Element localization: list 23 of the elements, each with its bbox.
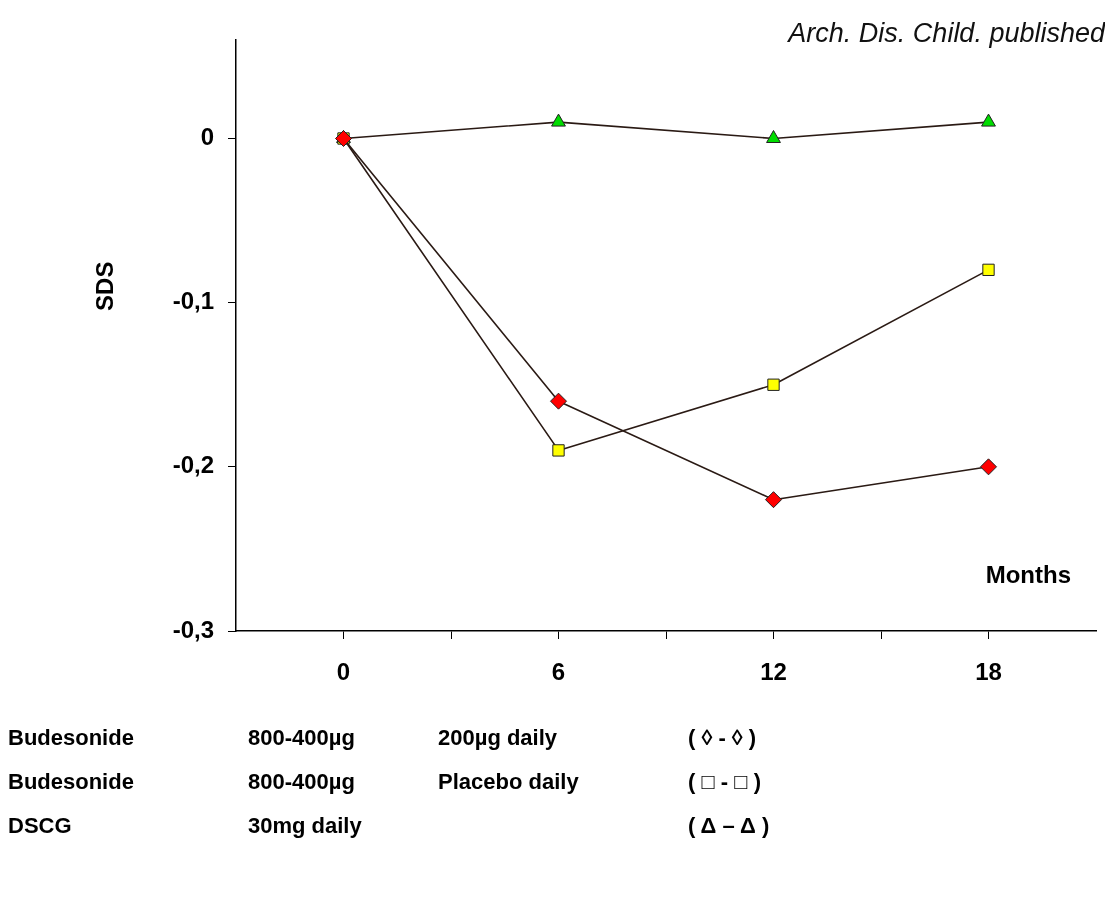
x-tick-label: 0 (336, 658, 351, 686)
point (767, 378, 780, 391)
y-axis-title: SDS (90, 261, 118, 311)
x-axis-title: Months (985, 560, 1071, 588)
point (765, 491, 782, 509)
y-tick-label: 0 (200, 123, 214, 151)
x-tick-label: 6 (551, 658, 566, 686)
y-tick-label: -0,1 (172, 287, 214, 315)
y-tick-label: -0,2 (172, 451, 214, 479)
point (552, 444, 565, 457)
point (551, 113, 566, 127)
point (980, 458, 997, 476)
text: DSCG 30mg daily ( Δ – Δ ) (8, 813, 770, 838)
text: Budesonide 800-400µg 200µg daily ( ◊ - ◊ ) (8, 725, 757, 750)
x-tick-label: 18 (975, 658, 1002, 686)
point (550, 392, 567, 410)
annotation: Arch. Dis. Child. published (788, 18, 1105, 49)
point (766, 130, 781, 143)
point (981, 113, 996, 127)
y-tick-label: -0,3 (172, 615, 214, 643)
point (982, 263, 995, 276)
x-tick-label: 12 (760, 658, 787, 686)
text: Budesonide 800-400µg Placebo daily ( □ - □ ) (8, 769, 762, 794)
